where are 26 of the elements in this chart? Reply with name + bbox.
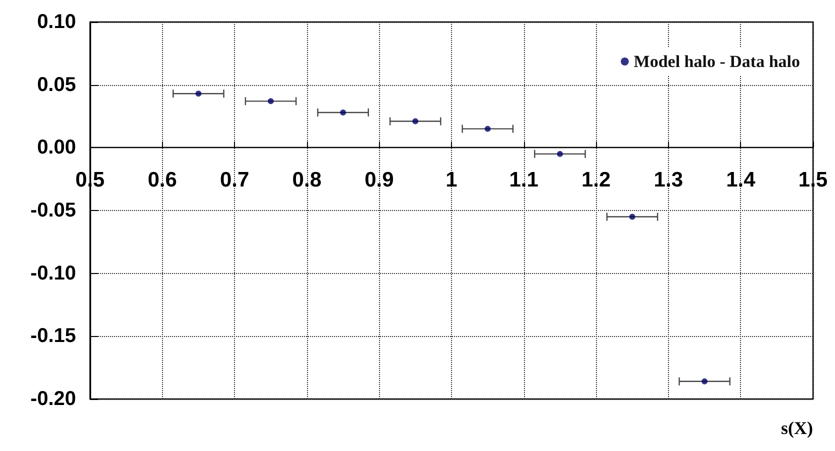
legend-label: Model halo - Data halo xyxy=(634,52,800,71)
point xyxy=(268,98,274,104)
y-tick-label: -0.10 xyxy=(30,262,76,284)
x-tick-label: 0.7 xyxy=(220,168,250,192)
y-tick-label: -0.05 xyxy=(30,200,76,222)
x-tick-label: 1.4 xyxy=(726,168,756,192)
x-tick-label: 1.1 xyxy=(509,168,539,192)
y-tick-label: 0.10 xyxy=(37,11,76,33)
x-tick-label: 1.2 xyxy=(582,168,611,192)
x-tick-label: 0.8 xyxy=(292,168,322,192)
x-tick-label: 1 xyxy=(446,168,458,192)
point xyxy=(412,118,418,124)
y-tick-label: 0.00 xyxy=(37,136,76,159)
x-tick-label: 1.3 xyxy=(654,168,683,192)
point xyxy=(702,378,708,384)
point xyxy=(195,90,202,97)
x-tick-label: 0.6 xyxy=(148,168,177,192)
point xyxy=(629,214,636,220)
y-tick-label: -0.15 xyxy=(30,325,76,348)
x-tick-label: 0.9 xyxy=(364,168,394,192)
point xyxy=(556,150,563,157)
point xyxy=(484,126,491,132)
point xyxy=(340,109,346,116)
x-axis-title: s(X) xyxy=(781,418,814,438)
y-tick-label: 0.05 xyxy=(37,74,76,96)
y-tick-label: -0.20 xyxy=(30,388,76,410)
